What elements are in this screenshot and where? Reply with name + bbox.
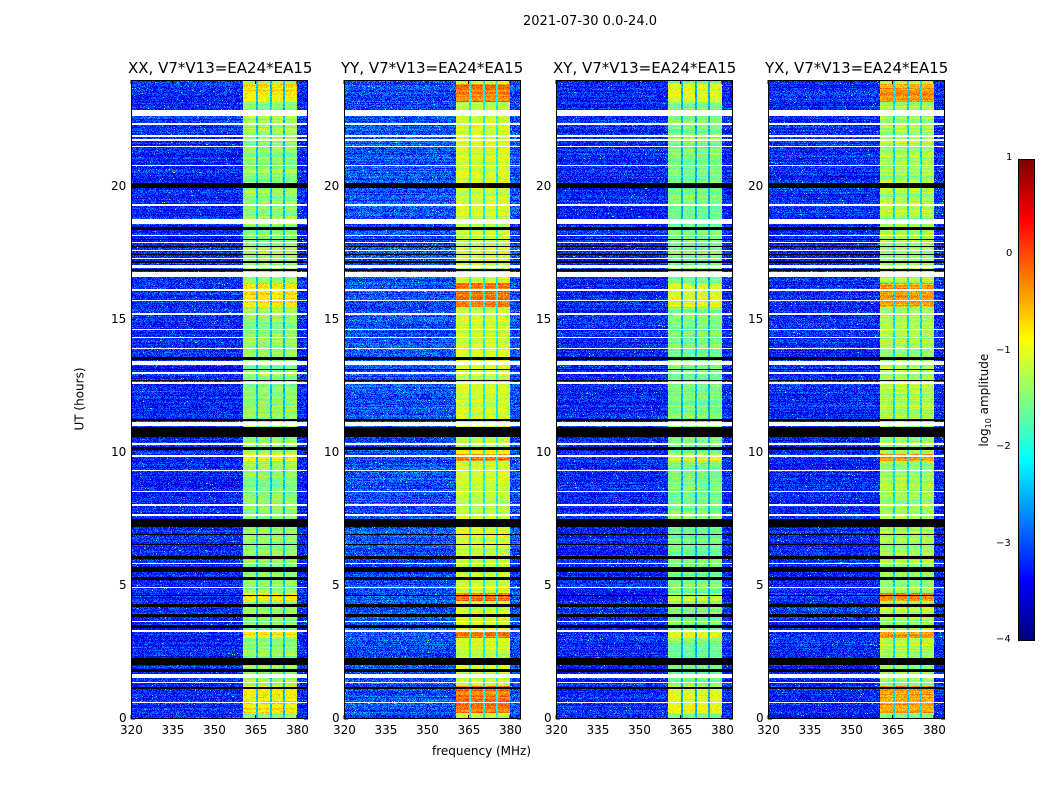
y-tick-label: 15 [536, 311, 552, 326]
x-tick-label: 335 [586, 723, 610, 737]
y-tick-label: 5 [119, 577, 127, 592]
heatmap-panel-1 [344, 80, 521, 719]
y-tick-label: 10 [536, 444, 552, 459]
heatmap-image [345, 81, 520, 718]
y-axis-label: UT (hours) [72, 367, 87, 431]
x-tick-label: 320 [545, 723, 568, 737]
y-tick-label: 20 [748, 178, 764, 193]
x-tick-label: 365 [881, 723, 905, 737]
colorbar-tick-label: −2 [996, 441, 1011, 453]
x-tick-label: 335 [374, 723, 398, 737]
heatmap-image [769, 81, 944, 718]
y-tick-label: 10 [748, 444, 764, 459]
x-tick-label: 380 [285, 723, 309, 737]
heatmap-image [132, 81, 307, 718]
y-tick-label: 0 [544, 711, 552, 725]
colorbar [1018, 159, 1035, 641]
x-tick-label: 335 [798, 723, 822, 737]
heatmap-image [557, 81, 732, 718]
x-tick-label: 350 [627, 723, 651, 737]
y-tick-label: 0 [332, 711, 340, 725]
x-tick-label: 380 [710, 723, 734, 737]
x-tick-label: 350 [202, 723, 226, 737]
y-tick-label: 15 [324, 311, 340, 326]
x-tick-label: 335 [161, 723, 185, 737]
panel-title: XY, V7*V13=EA24*EA15 [553, 59, 737, 77]
heatmap-panel-3 [768, 80, 945, 719]
x-axis-label: frequency (MHz) [432, 744, 532, 758]
heatmap-panel-2 [556, 80, 733, 719]
colorbar-tick-label: −4 [996, 634, 1011, 645]
x-tick-label: 380 [922, 723, 946, 737]
x-tick-label: 320 [757, 723, 780, 737]
panel-title: YX, V7*V13=EA24*EA15 [765, 59, 949, 77]
colorbar-label: log10 amplitude [976, 353, 994, 447]
x-tick-label: 380 [498, 723, 522, 737]
colorbar-tick-label: 1 [1006, 152, 1013, 163]
y-tick-label: 15 [748, 311, 764, 326]
x-tick-label: 365 [669, 723, 693, 737]
colorbar-tick-label: −1 [996, 344, 1011, 356]
y-tick-label: 20 [111, 178, 127, 193]
colorbar-tick-label: −3 [996, 537, 1011, 549]
y-tick-label: 5 [544, 577, 552, 592]
panel-title: YY, V7*V13=EA24*EA15 [341, 59, 524, 77]
y-tick-label: 10 [324, 444, 340, 459]
x-tick-label: 365 [457, 723, 481, 737]
y-tick-label: 10 [111, 444, 127, 459]
y-tick-label: 0 [119, 711, 127, 725]
y-tick-label: 15 [111, 311, 127, 326]
y-tick-label: 20 [536, 178, 552, 193]
y-tick-label: 5 [332, 577, 340, 592]
figure-title: 2021-07-30 0.0-24.0 [523, 14, 657, 29]
y-tick-label: 20 [324, 178, 340, 193]
x-tick-label: 320 [120, 723, 143, 737]
y-tick-label: 0 [756, 711, 764, 725]
x-tick-label: 365 [244, 723, 268, 737]
panel-title: XX, V7*V13=EA24*EA15 [128, 59, 313, 77]
y-tick-label: 5 [756, 577, 764, 592]
x-tick-label: 350 [415, 723, 439, 737]
x-tick-label: 320 [333, 723, 356, 737]
x-tick-label: 350 [839, 723, 863, 737]
heatmap-panel-0 [131, 80, 308, 719]
colorbar-tick-label: 0 [1006, 248, 1013, 260]
